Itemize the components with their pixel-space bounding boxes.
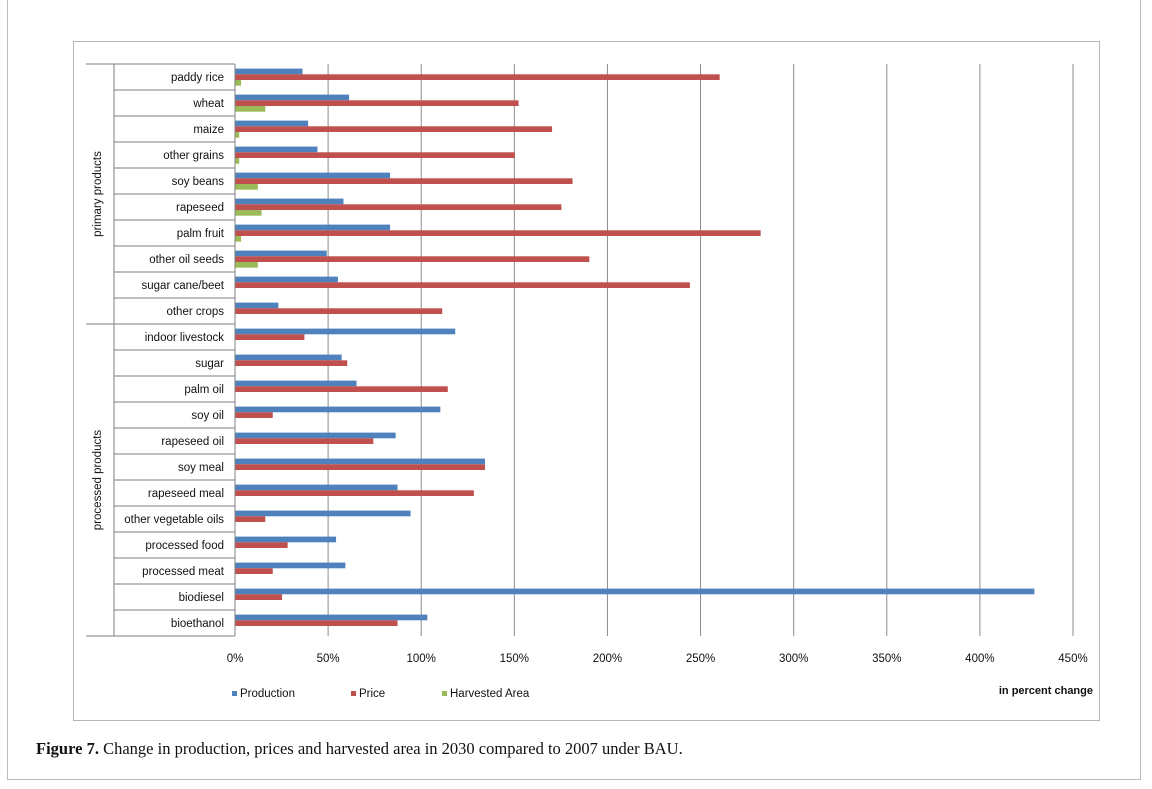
category-label: soy beans bbox=[172, 176, 225, 188]
group-label: primary products bbox=[92, 151, 104, 237]
category-label: processed meat bbox=[142, 566, 225, 578]
bar-price bbox=[235, 256, 590, 262]
bar-production bbox=[235, 510, 411, 517]
bar-production bbox=[235, 68, 303, 75]
bar-price bbox=[235, 542, 288, 548]
legend-swatch bbox=[442, 691, 447, 696]
bar-price bbox=[235, 204, 562, 210]
bar-price bbox=[235, 178, 573, 184]
bar-production bbox=[235, 120, 309, 127]
bar-price bbox=[235, 386, 448, 392]
bar-production bbox=[235, 562, 346, 569]
category-label: maize bbox=[193, 124, 224, 136]
category-label: sugar cane/beet bbox=[142, 280, 225, 292]
bar-production bbox=[235, 250, 327, 257]
bar-production bbox=[235, 588, 1035, 595]
bar-production bbox=[235, 328, 456, 335]
bar-price bbox=[235, 490, 474, 496]
bar-price bbox=[235, 334, 305, 340]
bar-harvested-area bbox=[235, 80, 242, 86]
x-tick-label: 350% bbox=[872, 653, 901, 665]
category-label: biodiesel bbox=[179, 592, 224, 604]
x-tick-label: 450% bbox=[1058, 653, 1087, 665]
category-label: indoor livestock bbox=[145, 332, 225, 344]
figure-caption: Figure 7. Change in production, prices a… bbox=[36, 739, 683, 759]
bar-price bbox=[235, 282, 690, 288]
bar-production bbox=[235, 172, 391, 179]
x-axis-label: in percent change bbox=[999, 685, 1093, 697]
legend-swatch bbox=[351, 691, 356, 696]
figure-label: Figure 7. bbox=[36, 739, 99, 758]
category-label: bioethanol bbox=[171, 618, 224, 630]
bar-price bbox=[235, 308, 443, 314]
category-label: rapeseed oil bbox=[161, 436, 224, 448]
bar-production bbox=[235, 276, 338, 283]
bar-production bbox=[235, 484, 398, 491]
category-label: soy oil bbox=[191, 410, 224, 422]
bar-production bbox=[235, 432, 396, 439]
bar-chart: 0% 50% 100% 150% 200% 250% 300% 350% 400% 450% pad… bbox=[86, 63, 1093, 700]
bar-harvested-area bbox=[235, 132, 240, 138]
category-label: rapeseed meal bbox=[148, 488, 224, 500]
bar-price bbox=[235, 620, 398, 626]
x-tick-label: 150% bbox=[500, 653, 529, 665]
page-frame bbox=[7, 0, 1141, 780]
bar-price bbox=[235, 438, 374, 444]
bar-harvested-area bbox=[235, 106, 266, 112]
category-label: processed food bbox=[145, 540, 224, 552]
category-label: paddy rice bbox=[171, 72, 224, 84]
bar-price bbox=[235, 464, 486, 470]
category-label: rapeseed bbox=[176, 202, 224, 214]
bar-price bbox=[235, 100, 519, 106]
bar-price bbox=[235, 412, 273, 418]
bar-production bbox=[235, 198, 344, 205]
category-label: sugar bbox=[195, 358, 224, 370]
category-label: other crops bbox=[166, 306, 224, 318]
bar-production bbox=[235, 302, 279, 309]
bar-price bbox=[235, 568, 273, 574]
x-tick-label: 100% bbox=[407, 653, 436, 665]
bar-price bbox=[235, 152, 515, 158]
x-tick-label: 400% bbox=[965, 653, 994, 665]
x-tick-label: 300% bbox=[779, 653, 808, 665]
bar-price bbox=[235, 74, 720, 80]
bar-price bbox=[235, 594, 283, 600]
x-tick-label: 0% bbox=[227, 653, 244, 665]
category-label: palm fruit bbox=[177, 228, 225, 240]
category-label: wheat bbox=[192, 98, 224, 110]
category-label: other vegetable oils bbox=[124, 514, 224, 526]
bar-production bbox=[235, 458, 486, 465]
bar-harvested-area bbox=[235, 236, 242, 242]
legend-label: Production bbox=[240, 688, 295, 700]
bar-production bbox=[235, 536, 337, 543]
bar-price bbox=[235, 360, 348, 366]
bar-harvested-area bbox=[235, 184, 258, 190]
category-label: other grains bbox=[163, 150, 224, 162]
bar-price bbox=[235, 516, 266, 522]
bar-production bbox=[235, 406, 441, 413]
caption-text: Change in production, prices and harvest… bbox=[98, 739, 683, 758]
bar-production bbox=[235, 146, 318, 153]
bar-production bbox=[235, 224, 391, 231]
bar-production bbox=[235, 380, 357, 387]
legend-label: Price bbox=[359, 688, 385, 700]
x-tick-label: 50% bbox=[317, 653, 340, 665]
x-tick-label: 250% bbox=[686, 653, 715, 665]
x-tick-label: 200% bbox=[593, 653, 622, 665]
group-label: processed products bbox=[92, 430, 104, 531]
bar-harvested-area bbox=[235, 262, 258, 268]
category-label: soy meal bbox=[178, 462, 224, 474]
bar-production bbox=[235, 614, 428, 621]
bar-production bbox=[235, 354, 342, 361]
bar-harvested-area bbox=[235, 158, 240, 164]
bar-price bbox=[235, 230, 761, 236]
bar-harvested-area bbox=[235, 210, 262, 216]
category-label: other oil seeds bbox=[149, 254, 224, 266]
category-label: palm oil bbox=[184, 384, 224, 396]
bar-production bbox=[235, 94, 350, 101]
bar-price bbox=[235, 126, 553, 132]
legend-label: Harvested Area bbox=[450, 688, 530, 700]
chart-frame: 0% 50% 100% 150% 200% 250% 300% 350% 400% 450% pad… bbox=[73, 41, 1100, 721]
legend-swatch bbox=[232, 691, 237, 696]
